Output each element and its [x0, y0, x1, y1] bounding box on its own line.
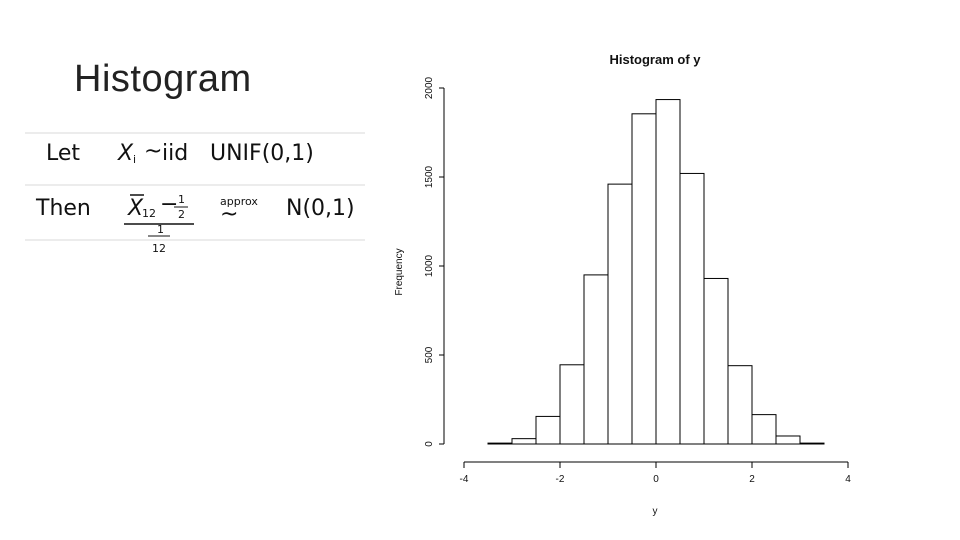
histogram-bar	[583, 274, 609, 445]
note-normal: N(0,1)	[286, 196, 355, 221]
histogram-bar	[775, 435, 801, 445]
x-axis: -4 -2 0 2 4	[460, 461, 851, 485]
histogram-bar	[751, 414, 777, 445]
histogram-bar	[511, 438, 537, 445]
y-tick-label: 1500	[424, 165, 435, 188]
chart-title: Histogram of y	[609, 52, 701, 67]
note-minus: −	[160, 192, 178, 217]
handwritten-note: Let X i ~ iid UNIF(0,1) Then X 12 − 1 2 …	[25, 132, 365, 255]
slide-title: Histogram	[74, 58, 252, 100]
note-half-den: 2	[178, 208, 185, 221]
note-half-num: 1	[178, 193, 185, 206]
histogram-bar	[727, 365, 753, 445]
note-then: Then	[35, 196, 91, 221]
note-approx-tilde: ~	[220, 202, 238, 227]
note-tilde: ~	[144, 139, 162, 164]
note-x: X	[117, 141, 134, 166]
histogram-bars	[487, 99, 825, 445]
y-tick-label: 500	[424, 346, 435, 363]
note-x-sub: i	[133, 153, 136, 166]
note-iid: iid	[162, 141, 188, 166]
note-sqrt-den: 12	[152, 242, 166, 255]
histogram-bar	[703, 277, 729, 445]
histogram-bar	[799, 442, 825, 445]
histogram-bar	[535, 415, 561, 445]
y-tick-label: 0	[424, 441, 435, 447]
y-tick-label: 1000	[424, 254, 435, 277]
y-axis: 0 500 1000 1500 2000	[424, 76, 445, 447]
x-tick-label: 2	[749, 474, 755, 485]
histogram-bar	[631, 113, 657, 445]
histogram-bar	[487, 442, 513, 445]
x-tick-label: 4	[845, 474, 851, 485]
note-xbar-sub: 12	[142, 207, 156, 220]
x-axis-label: y	[653, 506, 658, 517]
note-xbar: X	[127, 196, 144, 221]
histogram-bar	[559, 364, 585, 445]
y-tick-label: 2000	[424, 76, 435, 99]
note-let: Let	[46, 141, 80, 166]
x-tick-label: 0	[653, 474, 659, 485]
y-axis-label: Frequency	[394, 248, 405, 295]
x-tick-label: -4	[460, 474, 469, 485]
note-sqrt-num: 1	[157, 223, 164, 236]
x-tick-label: -2	[556, 474, 565, 485]
histogram-bar	[655, 99, 681, 445]
histogram-bar	[607, 183, 633, 445]
note-approx-label: approx	[220, 195, 258, 208]
histogram-bar	[679, 172, 705, 445]
note-unif: UNIF(0,1)	[210, 141, 314, 166]
